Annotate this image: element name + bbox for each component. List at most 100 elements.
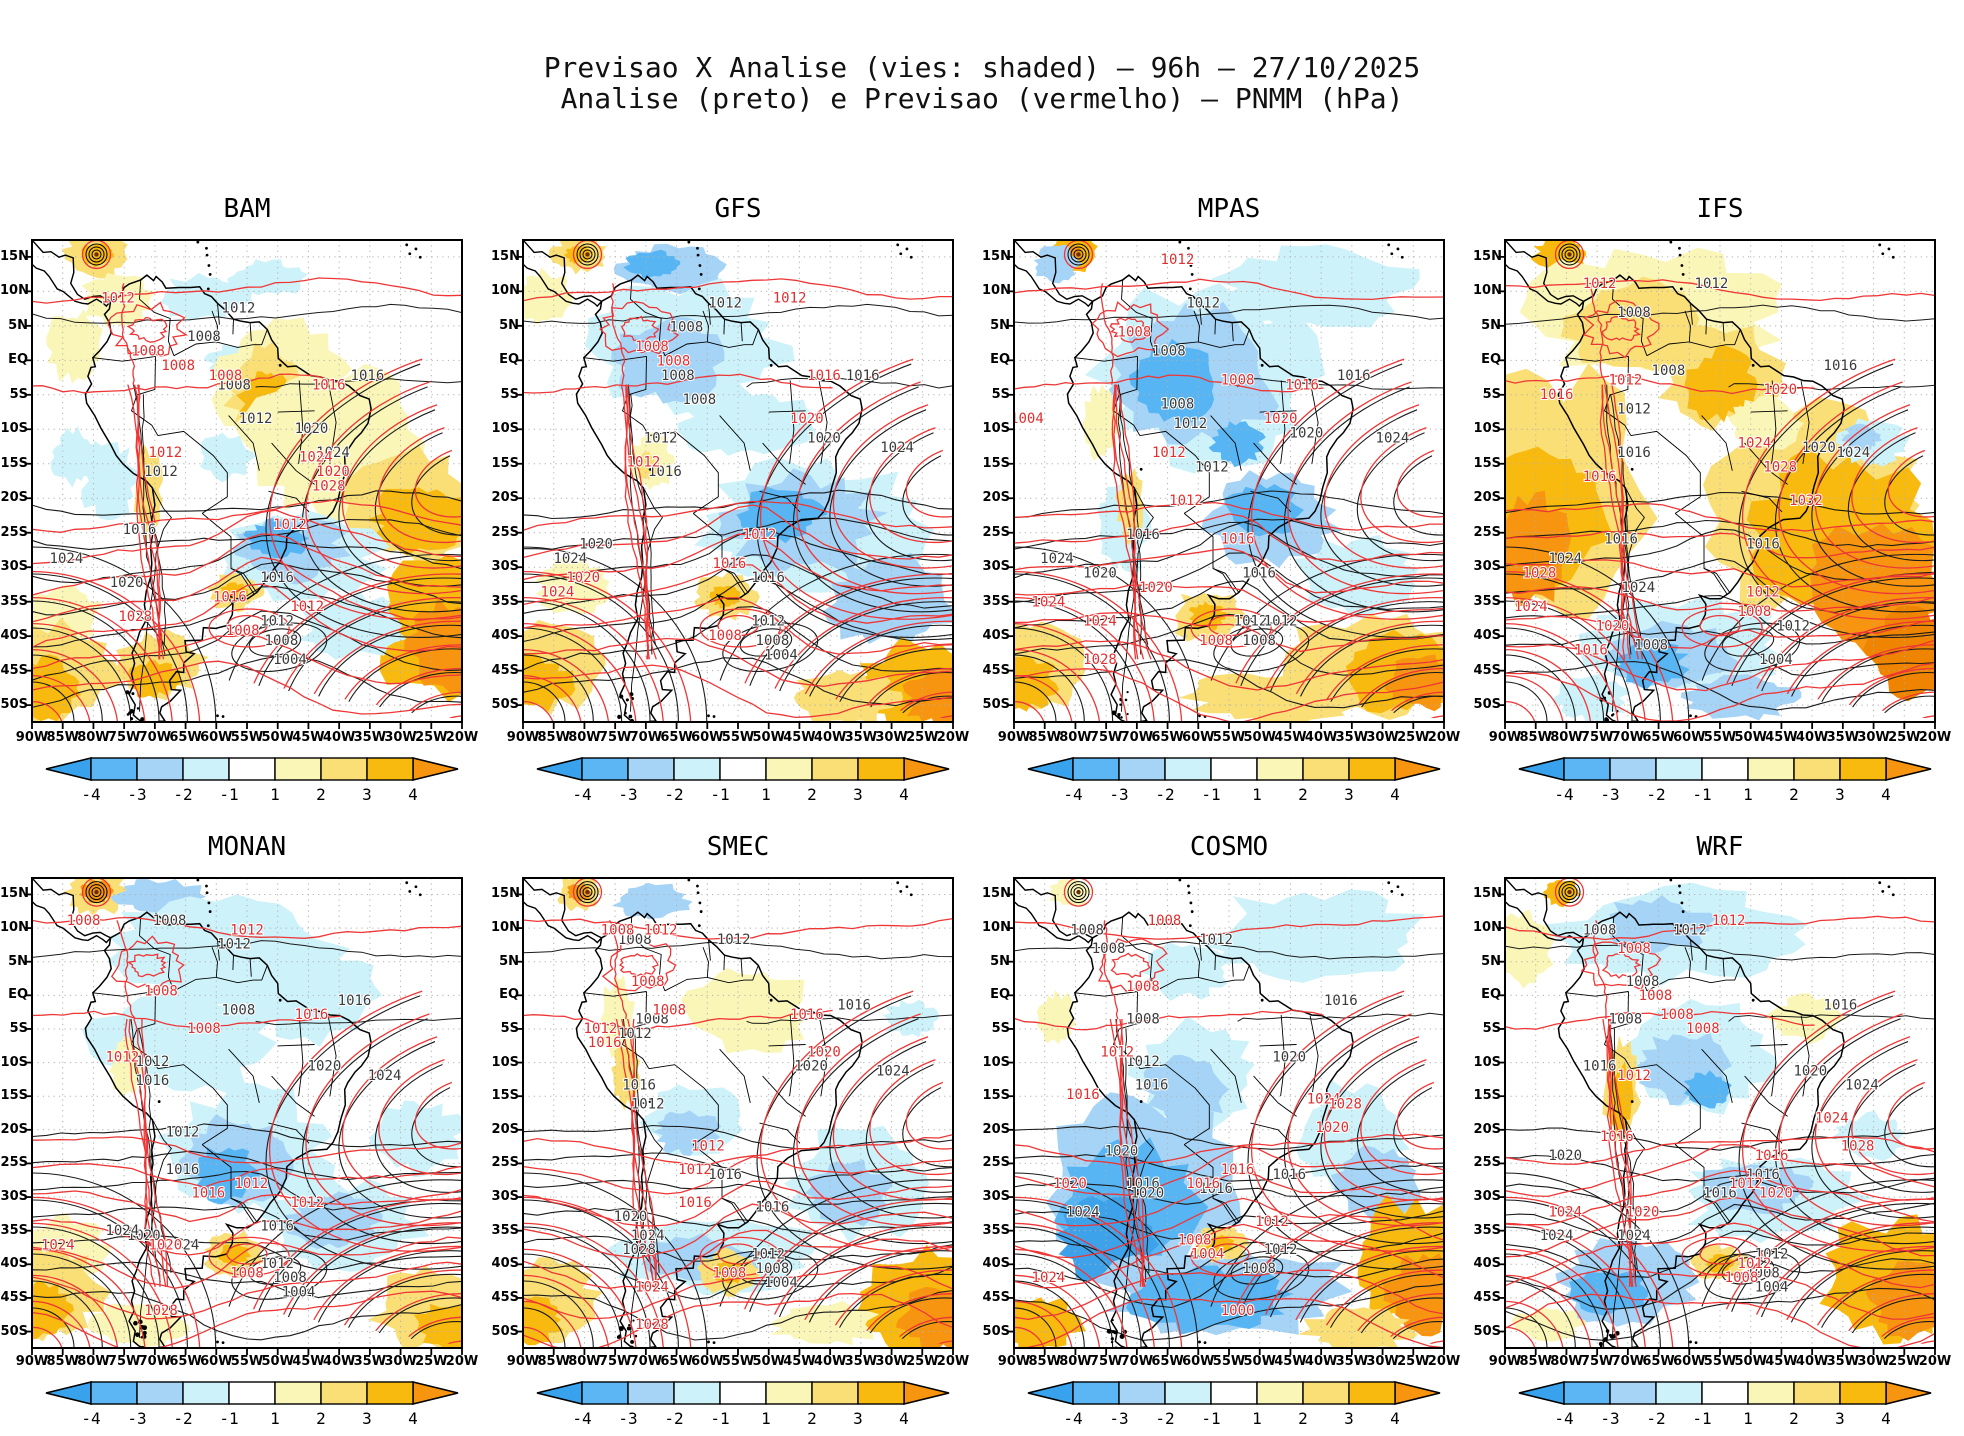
contour-label: 1028 bbox=[312, 479, 346, 495]
contour-label: 1012 bbox=[1617, 1068, 1651, 1084]
colorbar-tick-label: 1 bbox=[270, 1409, 280, 1428]
contour-label: 1008 bbox=[226, 623, 260, 639]
lat-label: 25S bbox=[1473, 524, 1501, 540]
lat-label: 10N bbox=[982, 920, 1011, 936]
lat-label: 30S bbox=[1473, 1189, 1501, 1205]
contour-label: 1016 bbox=[338, 993, 372, 1009]
contour-label: 1024 bbox=[553, 551, 587, 567]
contour-label: 1004 bbox=[273, 652, 307, 668]
colorbar-tick-label: -4 bbox=[81, 785, 100, 804]
lon-label: 40W bbox=[1795, 730, 1829, 745]
lat-label: 5N bbox=[499, 317, 519, 333]
contour-label: 1024 bbox=[1836, 445, 1870, 461]
lat-label: 50S bbox=[1473, 697, 1501, 713]
lat-label: 45S bbox=[1473, 1289, 1501, 1305]
lat-label: 40S bbox=[0, 1256, 28, 1272]
contour-label: 1016 bbox=[1066, 1087, 1100, 1103]
lat-label: 5S bbox=[1482, 1020, 1501, 1036]
contour-label: 1008 bbox=[1242, 1261, 1276, 1277]
lat-label: 15S bbox=[491, 455, 519, 471]
lat-label: 25S bbox=[1473, 1155, 1501, 1171]
colorbar-tick-label: -2 bbox=[1155, 1409, 1174, 1428]
contour-label: 1012 bbox=[260, 1256, 294, 1272]
lon-label: 80W bbox=[1550, 730, 1583, 745]
lon-label: 85W bbox=[537, 1354, 570, 1369]
contour-label: 1012 bbox=[1169, 493, 1203, 509]
contour-label: 1016 bbox=[312, 377, 346, 393]
bias-map-cosmo: 1008100810121008101210161016102010201024… bbox=[1007, 877, 1445, 1355]
lon-label: 20W bbox=[1427, 730, 1461, 745]
panel-gfs: GFS 1012 1008 1008 1008 1012 1016 1024 1020 1016 1… bbox=[491, 190, 982, 828]
contour-label: 1024 bbox=[1307, 1092, 1341, 1108]
contour-label: 1008 bbox=[1660, 1007, 1694, 1023]
lon-label: 80W bbox=[568, 730, 601, 745]
lon-label: 35W bbox=[353, 730, 387, 745]
contour-label: 1016 bbox=[1337, 368, 1371, 384]
contour-label: 1016 bbox=[260, 570, 294, 586]
lat-label: 10N bbox=[1473, 283, 1502, 299]
colorbar-tick-label: 3 bbox=[1835, 785, 1845, 804]
colorbar-tick-label: 3 bbox=[853, 1409, 863, 1428]
contour-label: 1024 bbox=[50, 551, 84, 567]
contour-label: 1008 bbox=[1148, 913, 1182, 929]
contour-label: 1008 bbox=[1161, 397, 1195, 413]
contour-label: 1012 bbox=[618, 1026, 652, 1042]
lat-label: 10S bbox=[982, 421, 1010, 437]
bias-map-wrf: 1008 101210081008101610161020102410201024… bbox=[1498, 877, 1936, 1355]
bias-map-gfs: 1012100810081008101210161024102010161020… bbox=[516, 239, 954, 729]
panel-title-cosmo: COSMO bbox=[1189, 832, 1269, 862]
colorbar-tick-label: -3 bbox=[1600, 785, 1619, 804]
contour-label: 1024 bbox=[876, 1063, 910, 1079]
colorbar-tick-label: -1 bbox=[1201, 1409, 1220, 1428]
colorbar-tick-label: 4 bbox=[1390, 1409, 1400, 1428]
lon-label: 55W bbox=[1703, 1354, 1737, 1369]
contour-label: 1012 bbox=[627, 455, 661, 471]
lon-label: 70W bbox=[138, 1354, 172, 1369]
lat-label: 35S bbox=[491, 1222, 519, 1238]
colorbar-tick-label: 1 bbox=[270, 785, 280, 804]
contour-label: 1020 bbox=[1548, 1148, 1582, 1164]
contour-label: 1012 bbox=[166, 1125, 200, 1141]
lon-label: 25W bbox=[1888, 1354, 1921, 1369]
lon-label: 55W bbox=[1212, 1354, 1246, 1369]
lon-label: 55W bbox=[1212, 730, 1246, 745]
contour-label: 1016 bbox=[1824, 358, 1858, 374]
contour-label: 1012 bbox=[717, 932, 751, 948]
colorbar-tick-label: -3 bbox=[1109, 1409, 1128, 1428]
contour-label: 1004 bbox=[1755, 1280, 1789, 1296]
contour-label: 1020 bbox=[316, 464, 350, 480]
contour-label: 1012 bbox=[144, 464, 178, 480]
colorbar-tick-label: 3 bbox=[1344, 785, 1354, 804]
lon-label: 85W bbox=[46, 1354, 79, 1369]
colorbar-tick-label: 1 bbox=[1252, 785, 1262, 804]
lon-label: 20W bbox=[445, 1354, 479, 1369]
lon-label: 25W bbox=[415, 1354, 448, 1369]
contour-label: 1020 bbox=[308, 1059, 342, 1075]
lon-label: 60W bbox=[200, 1354, 233, 1369]
lon-label: 70W bbox=[138, 730, 172, 745]
contour-label: 1012 bbox=[631, 1096, 665, 1112]
contour-label: 1020 bbox=[148, 1237, 182, 1253]
contour-label: 1020 bbox=[110, 575, 144, 591]
contour-label: 1008 bbox=[1152, 344, 1186, 360]
contour-label: 1024 bbox=[1617, 1228, 1651, 1244]
contour-label: 1024 bbox=[105, 1223, 139, 1239]
lon-label: 20W bbox=[1427, 1354, 1461, 1369]
lon-label: 90W bbox=[15, 1354, 49, 1369]
contour-label: 1008 bbox=[1617, 305, 1651, 321]
colorbar-tick-label: 4 bbox=[899, 785, 909, 804]
contour-label: 1008 bbox=[153, 913, 187, 929]
contour-label: 1020 bbox=[566, 570, 600, 586]
lat-label: 30S bbox=[1473, 559, 1501, 575]
contour-label: 1020 bbox=[1793, 1063, 1827, 1079]
lat-label: 5S bbox=[9, 386, 28, 402]
contour-label: 1016 bbox=[260, 1219, 294, 1235]
lon-label: 50W bbox=[752, 730, 785, 745]
lon-label: 45W bbox=[1765, 1354, 1798, 1369]
contour-label: 1020 bbox=[1130, 1186, 1164, 1202]
lat-label: 45S bbox=[0, 662, 28, 678]
contour-label: 1020 bbox=[1290, 426, 1324, 442]
colorbar-tick-label: 1 bbox=[761, 785, 771, 804]
